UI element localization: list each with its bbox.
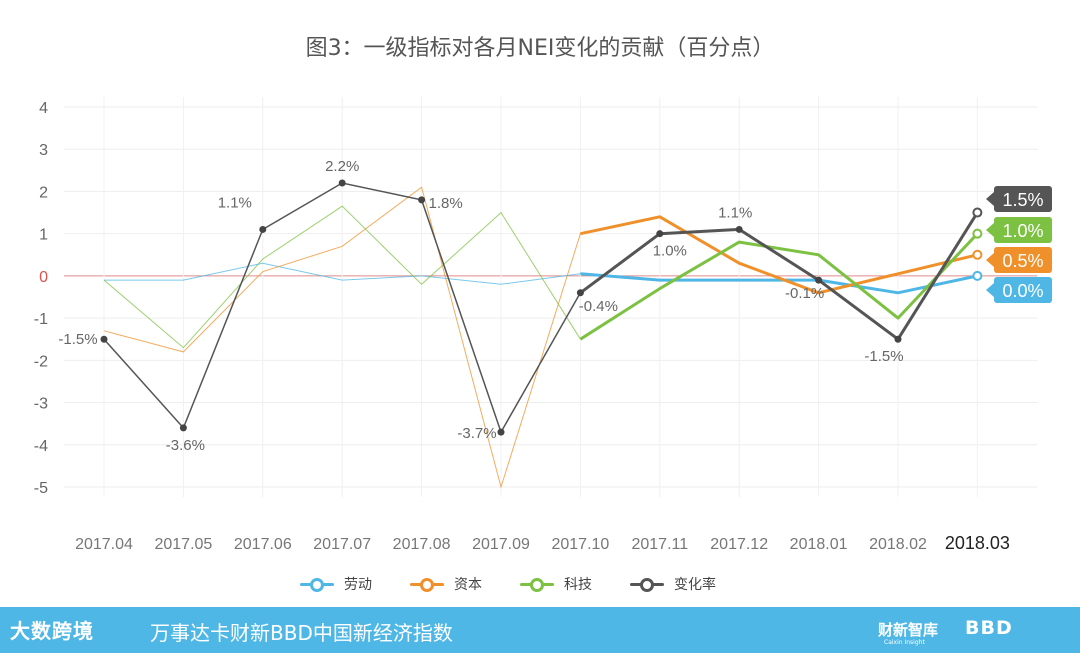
series-line-thin-1 <box>103 186 581 489</box>
end-badge-pointer-0 <box>986 192 994 206</box>
x-tick-label-1: 2017.05 <box>154 536 212 553</box>
x-axis: 2017.04 2017.05 2017.06 2017.07 2017.08 2017.… <box>75 533 1010 553</box>
end-badge-label-1: 1.0% <box>1002 221 1043 241</box>
bbd-logo: BBD <box>965 617 1013 639</box>
footer-title: 万事达卡财新BBD中国新经济指数 <box>150 621 453 645</box>
footer-bar: 大数跨境 万事达卡财新BBD中国新经济指数 财新智库 Caixin Insigh… <box>0 607 1080 653</box>
y-tick-label-5: -1 <box>34 311 48 328</box>
legend-item-labor[interactable]: 劳动 <box>300 574 372 594</box>
data-labels: -1.5% -3.6% 1.1% 2.2% 1.8% -3.7% -0.4% 1.0% 1.1%… <box>58 158 903 454</box>
series-line-thin-2 <box>103 205 581 349</box>
data-label-7: 1.0% <box>653 243 687 260</box>
grid <box>64 97 1038 497</box>
change-point-1 <box>179 424 187 432</box>
change-point-8 <box>735 225 743 233</box>
y-axis: 4 3 2 1 0 -1 -2 -3 -4 -5 <box>34 100 48 497</box>
y-tick-label-9: -5 <box>34 480 48 497</box>
series-end-point-1 <box>972 249 983 260</box>
y-tick-label-2: 2 <box>39 184 48 201</box>
series-line-thin-0 <box>104 262 581 285</box>
x-tick-label-11: 2018.03 <box>945 533 1010 553</box>
legend-item-capital[interactable]: 资本 <box>410 574 482 594</box>
legend-swatch-labor <box>300 576 334 592</box>
x-tick-label-2: 2017.06 <box>234 536 292 553</box>
x-tick-label-9: 2018.01 <box>790 536 848 553</box>
y-tick-label-7: -3 <box>34 396 48 413</box>
end-badge-box-3 <box>994 277 1052 303</box>
series-lines <box>100 179 983 489</box>
legend-swatch-tech <box>520 576 554 592</box>
series-end-point-0 <box>972 270 983 281</box>
end-badge-box-2 <box>994 247 1052 273</box>
series-line-thick-0 <box>580 272 978 295</box>
end-badge-box-0 <box>994 186 1052 212</box>
x-tick-label-0: 2017.04 <box>75 536 133 553</box>
legend-item-tech[interactable]: 科技 <box>520 574 592 594</box>
data-label-0: -1.5% <box>58 331 97 348</box>
x-tick-label-3: 2017.07 <box>313 536 371 553</box>
end-badges: 1.5% 1.0% 0.5% 0.0% <box>986 186 1052 303</box>
series-line-thick-3 <box>579 211 979 341</box>
y-tick-label-4: 0 <box>39 269 48 286</box>
data-label-5: -3.7% <box>457 425 496 442</box>
change-point-0 <box>100 335 108 343</box>
change-point-4 <box>418 196 426 204</box>
data-label-4: 1.8% <box>428 195 462 212</box>
legend-swatch-change <box>630 576 664 592</box>
legend-label-change: 变化率 <box>674 577 716 593</box>
change-point-3 <box>338 179 346 187</box>
chart-title: 图3：一级指标对各月NEI变化的贡献（百分点） <box>305 36 775 61</box>
legend-item-change[interactable]: 变化率 <box>630 574 716 594</box>
change-point-5 <box>497 428 505 436</box>
x-tick-label-8: 2017.12 <box>710 536 768 553</box>
series-end-point-3 <box>972 207 983 218</box>
series-line-thick-2 <box>579 232 979 341</box>
end-badge-pointer-3 <box>986 283 994 297</box>
change-point-10 <box>894 335 902 343</box>
change-point-6 <box>576 289 584 297</box>
x-tick-label-6: 2017.10 <box>551 536 609 553</box>
data-label-1: -3.6% <box>166 437 205 454</box>
x-tick-label-5: 2017.09 <box>472 536 530 553</box>
y-tick-label-3: 1 <box>39 227 48 244</box>
data-label-8: 1.1% <box>718 204 752 221</box>
brand-logo: 大数跨境 <box>10 619 94 643</box>
x-tick-label-7: 2017.11 <box>631 536 688 553</box>
y-tick-label-8: -4 <box>34 438 48 455</box>
change-point-2 <box>259 225 267 233</box>
legend: 劳动 资本 科技 变化率 <box>300 574 716 594</box>
series-line-thick-1 <box>580 215 978 295</box>
data-label-2: 1.1% <box>218 194 252 211</box>
change-point-9 <box>815 276 823 284</box>
end-badge-pointer-1 <box>986 223 994 237</box>
x-tick-label-10: 2018.02 <box>869 536 927 553</box>
legend-label-tech: 科技 <box>564 577 592 593</box>
legend-label-capital: 资本 <box>454 577 482 593</box>
end-badge-label-0: 1.5% <box>1002 190 1043 210</box>
end-badge-box-1 <box>994 217 1052 243</box>
legend-swatch-capital <box>410 576 444 592</box>
legend-label-labor: 劳动 <box>344 577 372 593</box>
x-tick-label-4: 2017.08 <box>393 536 451 553</box>
end-badge-label-3: 0.0% <box>1002 281 1043 301</box>
end-badge-pointer-2 <box>986 253 994 267</box>
change-point-7 <box>656 230 664 238</box>
series-end-point-2 <box>972 228 983 239</box>
end-badge-label-2: 0.5% <box>1002 251 1043 271</box>
data-label-10: -1.5% <box>864 348 903 365</box>
y-tick-label-1: 3 <box>39 142 48 159</box>
caixin-insight-logo: 财新智库 <box>878 621 939 639</box>
data-label-6: -0.4% <box>579 298 618 315</box>
data-label-3: 2.2% <box>325 158 359 175</box>
y-tick-label-0: 4 <box>39 100 48 117</box>
y-tick-label-6: -2 <box>34 353 48 370</box>
data-label-9: -0.1% <box>785 285 824 302</box>
caixin-insight-sub: Caixin Insight <box>884 639 925 646</box>
